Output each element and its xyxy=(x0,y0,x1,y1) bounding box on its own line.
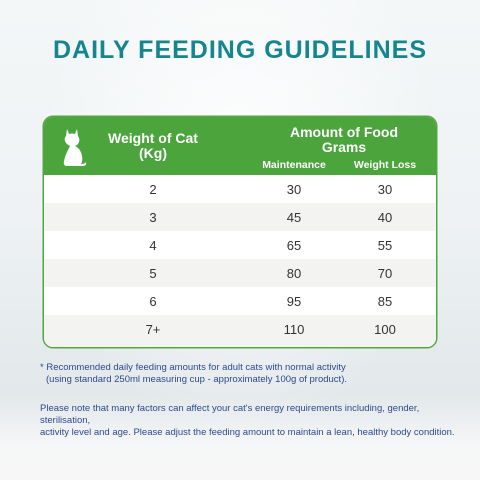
advice-line1: Please note that many factors can affect… xyxy=(40,403,420,426)
cell-maintenance: 95 xyxy=(286,294,302,309)
feeding-table: Weight of Cat (Kg) Amount of Food Grams … xyxy=(44,117,436,347)
header-weight-line1: Weight of Cat xyxy=(108,130,198,146)
footnote-line1: * Recommended daily feeding amounts for … xyxy=(40,362,346,373)
cell-weight: 3 xyxy=(149,210,157,225)
advice-line2: activity level and age. Please adjust th… xyxy=(40,427,455,438)
footnote-line2: (using standard 250ml measuring cup - ap… xyxy=(46,374,347,385)
header-amount-line1: Amount of Food xyxy=(289,124,399,140)
cell-weight: 6 xyxy=(149,294,157,309)
cell-weight: 7+ xyxy=(145,322,161,337)
table-row: 3 45 40 xyxy=(44,203,436,231)
cell-maintenance: 65 xyxy=(286,238,302,253)
cell-maintenance: 110 xyxy=(283,322,305,337)
cell-maintenance: 30 xyxy=(286,182,302,197)
header-maintenance: Maintenance xyxy=(262,159,326,171)
header-amount: Amount of Food Grams xyxy=(254,125,434,155)
table-row: 7+ 110 100 xyxy=(44,315,436,347)
cell-maintenance: 80 xyxy=(286,266,302,281)
cell-weight-loss: 40 xyxy=(377,210,393,225)
header-weight-loss: Weight Loss xyxy=(353,159,417,171)
cell-weight-loss: 30 xyxy=(377,182,393,197)
table-row: 6 95 85 xyxy=(44,287,436,315)
cell-weight-loss: 55 xyxy=(377,238,393,253)
header-weight: Weight of Cat (Kg) xyxy=(94,131,212,161)
background-floor xyxy=(0,395,480,480)
footnote: * Recommended daily feeding amounts for … xyxy=(40,362,450,386)
table-row: 4 65 55 xyxy=(44,231,436,259)
header-weight-line2: (Kg) xyxy=(139,145,167,161)
cell-weight-loss: 85 xyxy=(377,294,393,309)
advice-paragraph: Please note that many factors can affect… xyxy=(40,403,460,439)
cell-weight: 2 xyxy=(149,182,157,197)
cell-weight: 5 xyxy=(149,266,157,281)
table-row: 2 30 30 xyxy=(44,175,436,203)
cell-weight-loss: 100 xyxy=(374,322,396,337)
table-header: Weight of Cat (Kg) Amount of Food Grams … xyxy=(44,117,436,175)
cell-maintenance: 45 xyxy=(286,210,302,225)
page-title: DAILY FEEDING GUIDELINES xyxy=(52,36,428,64)
table-row: 5 80 70 xyxy=(44,259,436,287)
cat-silhouette-icon xyxy=(63,129,87,166)
header-amount-line2: Grams xyxy=(321,139,367,155)
cell-weight-loss: 70 xyxy=(377,266,393,281)
cell-weight: 4 xyxy=(149,238,157,253)
